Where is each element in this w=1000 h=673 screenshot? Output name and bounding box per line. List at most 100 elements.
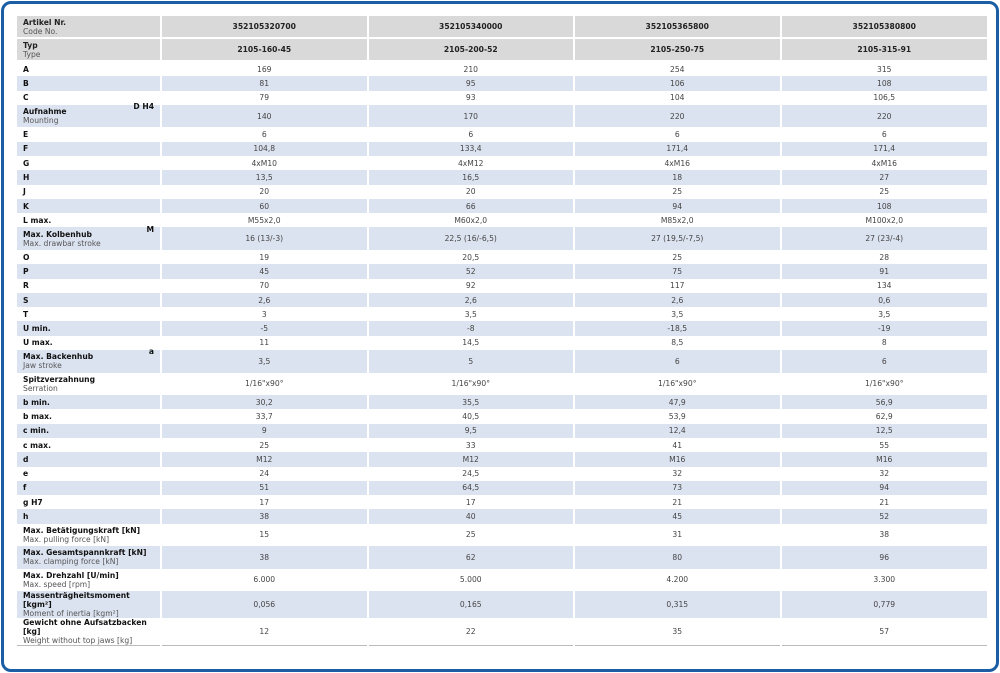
value-cell: 30,2 <box>160 395 368 410</box>
value-cell: 56,9 <box>779 395 987 410</box>
table-row: c max. 25 33 41 55 <box>17 437 987 453</box>
value-cell: 4xM16 <box>779 155 987 171</box>
table-row: S 2,6 2,6 2,6 0,6 <box>17 292 987 308</box>
row-label-cell: U max. <box>17 336 161 350</box>
value-cell: 352105340000 <box>366 16 574 39</box>
row-label: H <box>23 172 30 182</box>
value-cell: 24 <box>160 466 368 481</box>
value-cell: 2,6 <box>573 292 781 308</box>
row-label-cell: S <box>17 292 161 308</box>
value-cell: 4xM10 <box>160 155 368 171</box>
row-label-cell: g H7 <box>17 495 161 509</box>
value-cell: 352105380800 <box>779 16 987 39</box>
value-cell: 2105-315-91 <box>779 38 987 62</box>
row-sublabel: Max. drawbar stroke <box>23 238 101 248</box>
row-label: c min. <box>23 426 49 436</box>
row-label: P <box>23 266 29 276</box>
row-label: A <box>23 64 29 74</box>
table-row: L max. M55x2,0 M60x2,0 M85x2,0 M100x2,0 <box>17 213 987 228</box>
value-cell: 352105365800 <box>573 16 781 39</box>
row-label: b min. <box>23 397 50 407</box>
value-cell: 62 <box>366 546 574 569</box>
row-label: Gewicht ohne Aufsatzbacken [kg] <box>23 618 147 637</box>
value-cell: 75 <box>573 264 781 279</box>
row-label: Aufnahme <box>23 107 67 117</box>
value-cell: 315 <box>779 61 987 77</box>
table-row: M Max. Kolbenhub Max. drawbar stroke 16 (13… <box>17 225 987 250</box>
value-cell: 93 <box>366 90 574 105</box>
value-cell: 38 <box>160 509 368 524</box>
row-label: T <box>23 309 29 319</box>
value-cell: 38 <box>779 523 987 547</box>
value-cell: 6 <box>573 127 781 142</box>
value-cell: 2105-250-75 <box>573 38 781 62</box>
value-cell: 14,5 <box>366 335 574 351</box>
row-label: L max. <box>23 215 52 225</box>
table-row: B 81 95 106 108 <box>17 76 987 91</box>
table-row: G 4xM10 4xM12 4xM16 4xM16 <box>17 155 987 171</box>
row-label-cell: Max. Drehzahl [U/min] Max. speed [rpm] <box>17 569 161 592</box>
row-label: Max. Kolbenhub <box>23 229 92 239</box>
row-label-cell: b max. <box>17 409 161 423</box>
row-label: U max. <box>23 338 53 348</box>
value-cell: 16,5 <box>366 170 574 185</box>
value-cell: 8 <box>779 335 987 351</box>
row-label-cell: Typ Type <box>17 38 161 62</box>
row-label: J <box>23 187 26 197</box>
value-cell: 33,7 <box>160 409 368 424</box>
table-row: K 60 66 94 108 <box>17 198 987 214</box>
value-cell: 3.300 <box>779 568 987 592</box>
value-cell: 2,6 <box>366 292 574 308</box>
value-cell: 11 <box>160 335 368 351</box>
row-label-cell: A <box>17 61 161 76</box>
table-row: U max. 11 14,5 8,5 8 <box>17 335 987 351</box>
value-cell: 22 <box>366 618 574 647</box>
row-sublabel: Moment of inertia [kgm²] <box>23 609 119 619</box>
value-cell: 0,056 <box>160 591 368 619</box>
value-cell: 170 <box>366 104 574 128</box>
value-cell: 1/16"x90° <box>779 372 987 396</box>
value-cell: 352105320700 <box>160 16 368 39</box>
row-label: B <box>23 78 29 88</box>
value-cell: 6.000 <box>160 568 368 592</box>
row-label-cell: J <box>17 185 161 199</box>
value-cell: 91 <box>779 264 987 279</box>
row-label: K <box>23 201 29 211</box>
value-cell: 27 (19,5/-7,5) <box>573 227 781 250</box>
row-label: Typ <box>23 40 38 50</box>
value-cell: 2105-160-45 <box>160 38 368 62</box>
value-cell: 104,8 <box>160 141 368 156</box>
value-cell: 20,5 <box>366 249 574 265</box>
table-row: b max. 33,7 40,5 53,9 62,9 <box>17 409 987 424</box>
value-cell: 51 <box>160 480 368 496</box>
row-label-cell: H <box>17 170 161 185</box>
value-cell: 21 <box>779 495 987 510</box>
value-cell: 4xM16 <box>573 155 781 171</box>
row-label: U min. <box>23 324 51 334</box>
value-cell: 31 <box>573 523 781 547</box>
table-row: g H7 17 17 21 21 <box>17 495 987 510</box>
value-cell: 38 <box>160 546 368 569</box>
row-label-cell: M Max. Kolbenhub Max. drawbar stroke <box>17 225 161 250</box>
table-row: F 104,8 133,4 171,4 171,4 <box>17 141 987 156</box>
row-label: c max. <box>23 440 51 450</box>
value-cell: 15 <box>160 523 368 547</box>
row-label-cell: K <box>17 198 161 214</box>
value-cell: 55 <box>779 437 987 453</box>
value-cell: 210 <box>366 61 574 77</box>
row-label-cell: Gewicht ohne Aufsatzbacken [kg] Weight wi… <box>17 618 161 647</box>
value-cell: 3,5 <box>779 307 987 322</box>
value-cell: 2105-200-52 <box>366 38 574 62</box>
value-cell: 0,779 <box>779 591 987 619</box>
value-cell: 8,5 <box>573 335 781 351</box>
table-row: C 79 93 104 106,5 <box>17 90 987 105</box>
row-sublabel: Mounting <box>23 116 59 126</box>
row-label-cell: T <box>17 307 161 321</box>
value-cell: 27 <box>779 170 987 185</box>
value-cell: 17 <box>160 495 368 510</box>
value-cell: 1/16"x90° <box>573 372 781 396</box>
value-cell: 6 <box>779 127 987 142</box>
value-cell: 57 <box>779 618 987 647</box>
value-cell: 35 <box>573 618 781 647</box>
